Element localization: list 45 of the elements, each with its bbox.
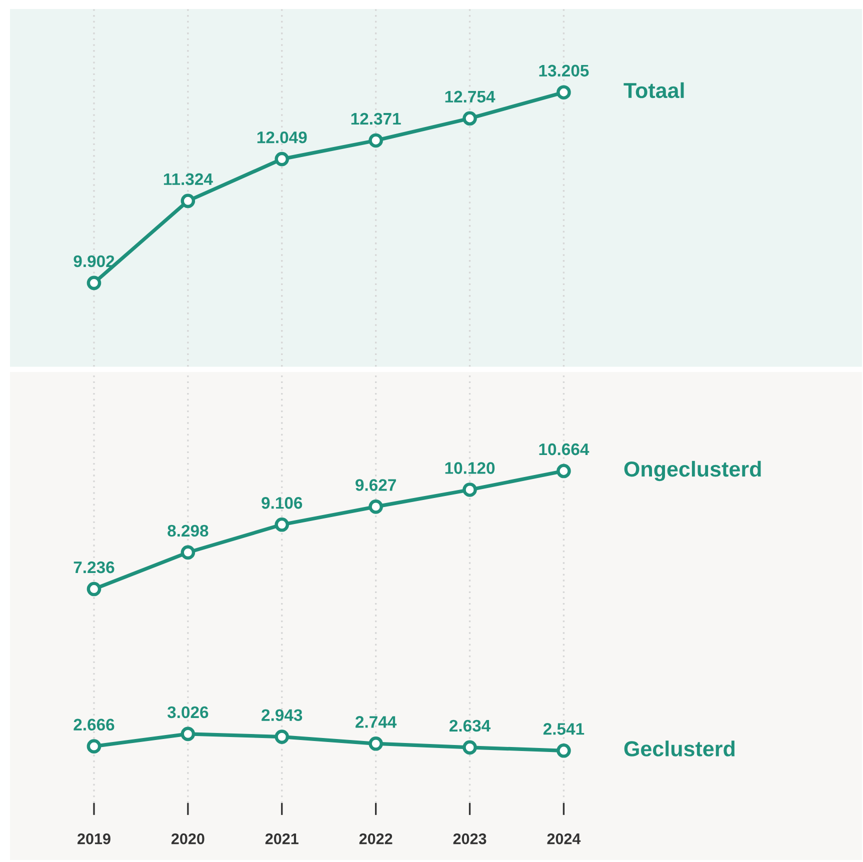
- text: Totaal: [624, 82, 684, 98]
- data-label: 10.120: [445, 462, 495, 474]
- point: [368, 133, 383, 148]
- point: [180, 726, 196, 742]
- point: [274, 517, 290, 532]
- point: [86, 582, 102, 596]
- point: [556, 464, 571, 478]
- data-label: 10.664: [539, 443, 590, 456]
- point: [462, 740, 477, 755]
- point: [180, 545, 196, 560]
- x-tick-label: 2024: [547, 833, 581, 844]
- point: [368, 500, 383, 514]
- data-label: 2.943: [262, 709, 302, 722]
- data-label: 12.754: [445, 90, 496, 103]
- x-tick-label: 2021: [265, 833, 298, 844]
- data-label: 2.744: [356, 716, 397, 728]
- data-label: 8.298: [168, 524, 208, 537]
- point: [556, 743, 571, 758]
- text: Geclusterd: [624, 740, 734, 756]
- data-label: 12.371: [351, 112, 401, 125]
- text: Ongeclusterd: [624, 460, 761, 482]
- x-tick-label: 2023: [453, 833, 486, 844]
- data-label: 9.106: [262, 497, 302, 509]
- data-label: 2.541: [543, 723, 584, 735]
- data-label: 3.026: [167, 706, 208, 718]
- data-label: 2.666: [74, 718, 114, 731]
- data-label: 7.236: [74, 561, 114, 574]
- point: [274, 152, 290, 166]
- point: [462, 482, 477, 497]
- point: [462, 111, 477, 126]
- data-label: 9.627: [356, 479, 396, 491]
- x-tick-label: 2020: [171, 833, 204, 844]
- data-label: 13.205: [539, 64, 589, 77]
- x-tick-label: 2022: [359, 833, 392, 844]
- point: [86, 739, 102, 754]
- data-label: 2.634: [450, 720, 491, 732]
- point: [86, 276, 102, 290]
- point: [274, 730, 290, 744]
- point: [180, 194, 196, 208]
- data-label: 9.902: [74, 255, 114, 268]
- data-label: 12.049: [257, 131, 307, 144]
- data-label: 11.324: [164, 173, 213, 186]
- point: [556, 85, 571, 100]
- point: [368, 736, 383, 751]
- x-tick-label: 2019: [78, 833, 110, 844]
